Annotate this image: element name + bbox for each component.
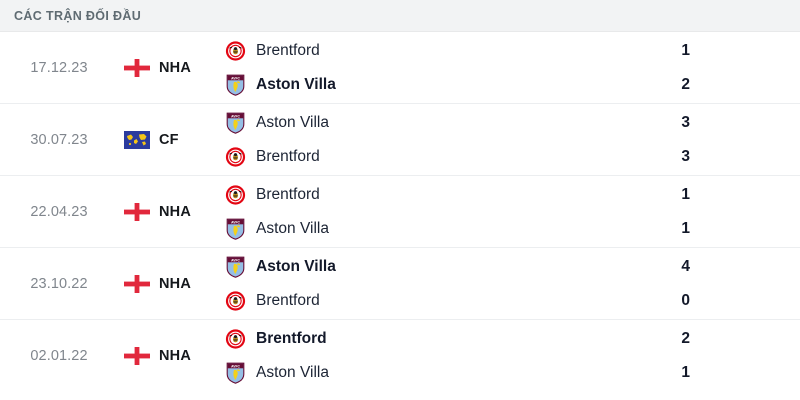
home-team[interactable]: Brentford [225,40,610,62]
home-team[interactable]: Brentford [225,328,610,350]
match-date: 23.10.22 [30,275,88,292]
teams-cell: Brentford AVFC Aston Villa [223,184,610,240]
competition-label: NHA [159,275,192,292]
competition-label: CF [159,131,179,148]
home-team[interactable]: AVFC Aston Villa [225,256,610,278]
match-date: 02.01.22 [30,348,88,364]
competition-cell: NHA [118,274,223,293]
competition-cell: NHA [118,58,223,77]
home-team-name: Brentford [256,185,320,203]
home-team-name: Aston Villa [256,113,329,131]
aston-villa-crest: AVFC [226,112,245,134]
competition-label: NHA [159,348,192,364]
brentford-crest [225,184,246,205]
brentford-crest [225,146,246,167]
home-score: 3 [681,113,690,131]
aston-villa-crest: AVFC [226,74,245,96]
away-team[interactable]: Brentford [225,146,610,168]
brentford-crest [225,40,246,61]
teams-cell: Brentford AVFC Aston Villa [223,328,610,384]
away-team[interactable]: AVFC Aston Villa [225,362,610,384]
page-title: CÁC TRẬN ĐỐI ĐẦU [14,8,142,23]
away-team-name: Aston Villa [256,364,329,381]
home-team[interactable]: Brentford [225,184,610,206]
aston-villa-crest: AVFC [226,362,245,384]
away-team-name: Aston Villa [256,219,329,237]
competition-cell: NHA [118,347,223,365]
competition-label: NHA [159,59,192,76]
home-team[interactable]: AVFC Aston Villa [225,112,610,134]
away-team-name: Brentford [256,147,320,165]
match-row[interactable]: 02.01.22 NHA Brentford AVFC Aston Villa 2… [0,320,800,392]
match-row[interactable]: 17.12.23 NHA Brentford AVFC Aston Villa 1… [0,32,800,104]
home-score: 1 [681,41,690,59]
away-score: 0 [681,291,690,309]
away-team[interactable]: Brentford [225,290,610,312]
match-date: 30.07.23 [30,131,88,148]
world-friendly-flag-icon [124,130,150,149]
match-row[interactable]: 23.10.22 NHA AVFC Aston Villa Brentford 4… [0,248,800,320]
home-team-name: Aston Villa [256,257,336,275]
competition-cell: CF [118,130,223,149]
away-score: 1 [681,219,690,237]
match-row[interactable]: 22.04.23 NHA Brentford AVFC Aston Villa 1… [0,176,800,248]
away-team-name: Aston Villa [256,75,336,93]
svg-text:AVFC: AVFC [231,220,240,224]
teams-cell: Brentford AVFC Aston Villa [223,40,610,96]
home-team-name: Brentford [256,330,327,347]
competition-cell: NHA [118,202,223,221]
teams-cell: AVFC Aston Villa Brentford [223,256,610,312]
away-team[interactable]: AVFC Aston Villa [225,74,610,96]
match-list: 17.12.23 NHA Brentford AVFC Aston Villa 1… [0,32,800,392]
away-score: 3 [681,147,690,165]
away-team[interactable]: AVFC Aston Villa [225,218,610,240]
teams-cell: AVFC Aston Villa Brentford [223,112,610,168]
aston-villa-crest: AVFC [226,256,245,278]
competition-label: NHA [159,203,192,220]
aston-villa-crest: AVFC [226,218,245,240]
away-score: 1 [681,364,690,381]
england-flag-icon [124,202,150,221]
svg-text:AVFC: AVFC [231,76,240,80]
england-flag-icon [124,347,150,365]
england-flag-icon [124,274,150,293]
home-score: 1 [681,185,690,203]
home-team-name: Brentford [256,41,320,59]
svg-text:AVFC: AVFC [231,114,240,118]
brentford-crest [225,329,246,349]
svg-text:AVFC: AVFC [231,258,240,262]
away-score: 2 [681,75,690,93]
match-row[interactable]: 30.07.23 CF AVFC Aston Villa Brentford 3 3 [0,104,800,176]
match-date: 22.04.23 [30,203,88,220]
england-flag-icon [124,58,150,77]
match-date: 17.12.23 [30,59,88,76]
brentford-crest [225,290,246,311]
away-team-name: Brentford [256,291,320,309]
panel-header: CÁC TRẬN ĐỐI ĐẦU [0,0,800,32]
svg-text:AVFC: AVFC [231,364,240,368]
home-score: 2 [681,330,690,347]
home-score: 4 [681,257,690,275]
